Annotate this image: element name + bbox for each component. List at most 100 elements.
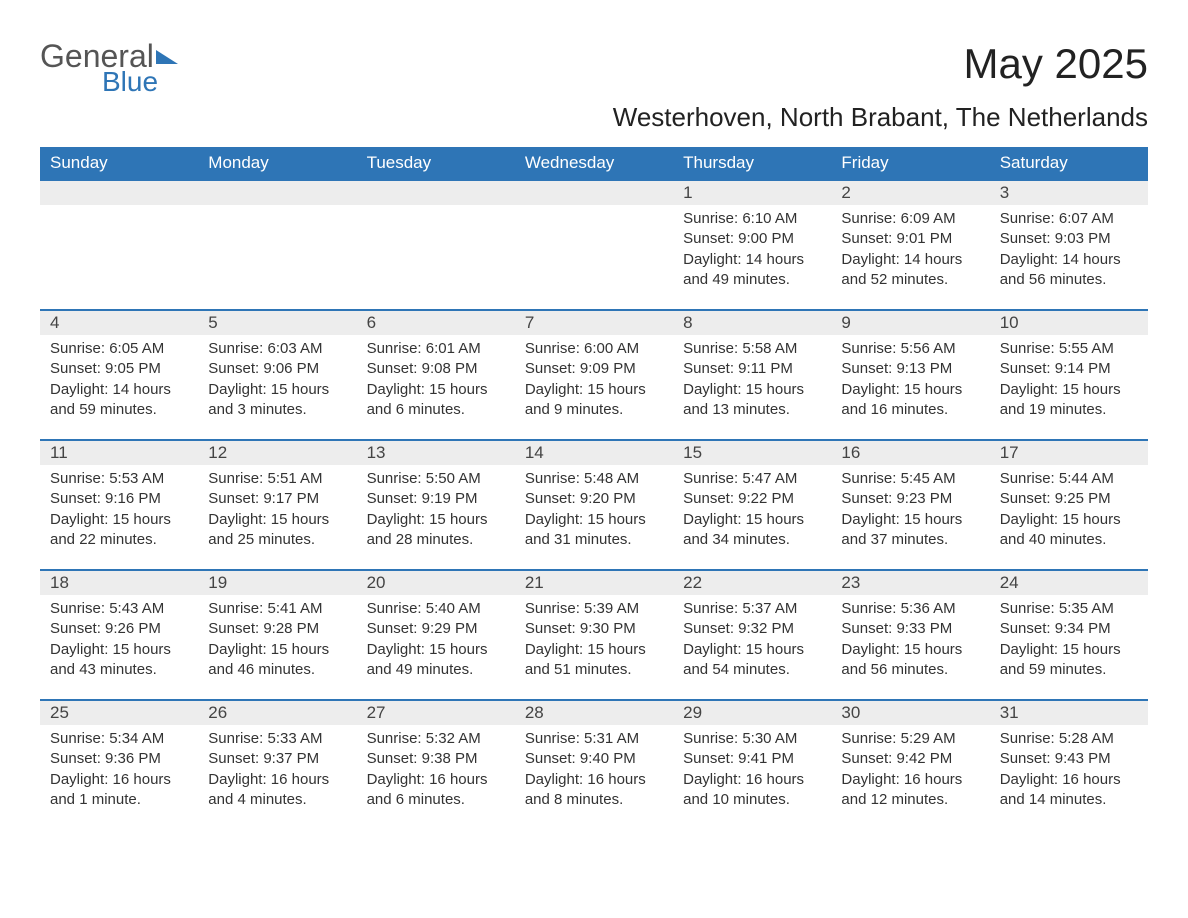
daylight-line: Daylight: 15 hours and 25 minutes. [208,510,346,551]
daylight-line: Daylight: 15 hours and 28 minutes. [367,510,505,551]
day-number: 3 [990,181,1148,205]
sunrise-line: Sunrise: 5:29 AM [841,729,979,749]
sunset-line: Sunset: 9:11 PM [683,359,821,379]
sunset-line: Sunset: 9:26 PM [50,619,188,639]
calendar-cell: 25Sunrise: 5:34 AMSunset: 9:36 PMDayligh… [40,700,198,830]
calendar-cell: 1Sunrise: 6:10 AMSunset: 9:00 PMDaylight… [673,180,831,310]
sunset-line: Sunset: 9:33 PM [841,619,979,639]
day-content: Sunrise: 5:34 AMSunset: 9:36 PMDaylight:… [40,725,198,820]
calendar-cell: 7Sunrise: 6:00 AMSunset: 9:09 PMDaylight… [515,310,673,440]
calendar-cell: 26Sunrise: 5:33 AMSunset: 9:37 PMDayligh… [198,700,356,830]
day-content: Sunrise: 5:35 AMSunset: 9:34 PMDaylight:… [990,595,1148,690]
daylight-line: Daylight: 15 hours and 51 minutes. [525,640,663,681]
daylight-line: Daylight: 16 hours and 10 minutes. [683,770,821,811]
sunset-line: Sunset: 9:28 PM [208,619,346,639]
day-number: 24 [990,571,1148,595]
calendar-cell: 16Sunrise: 5:45 AMSunset: 9:23 PMDayligh… [831,440,989,570]
calendar-cell: 4Sunrise: 6:05 AMSunset: 9:05 PMDaylight… [40,310,198,440]
sunset-line: Sunset: 9:43 PM [1000,749,1138,769]
daylight-line: Daylight: 15 hours and 6 minutes. [367,380,505,421]
day-content: Sunrise: 6:07 AMSunset: 9:03 PMDaylight:… [990,205,1148,300]
sunrise-line: Sunrise: 5:28 AM [1000,729,1138,749]
sunrise-line: Sunrise: 5:37 AM [683,599,821,619]
day-number: 16 [831,441,989,465]
sunset-line: Sunset: 9:30 PM [525,619,663,639]
daylight-line: Daylight: 15 hours and 59 minutes. [1000,640,1138,681]
sunrise-line: Sunrise: 5:43 AM [50,599,188,619]
daylight-line: Daylight: 15 hours and 56 minutes. [841,640,979,681]
day-number: 7 [515,311,673,335]
weekday-header-row: SundayMondayTuesdayWednesdayThursdayFrid… [40,147,1148,180]
daylight-line: Daylight: 16 hours and 14 minutes. [1000,770,1138,811]
sunrise-line: Sunrise: 5:30 AM [683,729,821,749]
calendar-cell: 28Sunrise: 5:31 AMSunset: 9:40 PMDayligh… [515,700,673,830]
day-number: 26 [198,701,356,725]
calendar-cell: 14Sunrise: 5:48 AMSunset: 9:20 PMDayligh… [515,440,673,570]
day-number: 10 [990,311,1148,335]
calendar-cell: 9Sunrise: 5:56 AMSunset: 9:13 PMDaylight… [831,310,989,440]
sunrise-line: Sunrise: 5:55 AM [1000,339,1138,359]
daylight-line: Daylight: 15 hours and 46 minutes. [208,640,346,681]
daylight-line: Daylight: 16 hours and 12 minutes. [841,770,979,811]
sunset-line: Sunset: 9:34 PM [1000,619,1138,639]
day-content: Sunrise: 5:50 AMSunset: 9:19 PMDaylight:… [357,465,515,560]
sunrise-line: Sunrise: 5:40 AM [367,599,505,619]
logo-triangle-icon [156,50,178,64]
daylight-line: Daylight: 16 hours and 4 minutes. [208,770,346,811]
weekday-header: Friday [831,147,989,180]
sunrise-line: Sunrise: 5:48 AM [525,469,663,489]
sunset-line: Sunset: 9:08 PM [367,359,505,379]
day-number: 18 [40,571,198,595]
daylight-line: Daylight: 15 hours and 19 minutes. [1000,380,1138,421]
calendar-cell: 27Sunrise: 5:32 AMSunset: 9:38 PMDayligh… [357,700,515,830]
daylight-line: Daylight: 15 hours and 13 minutes. [683,380,821,421]
sunset-line: Sunset: 9:23 PM [841,489,979,509]
day-content: Sunrise: 5:58 AMSunset: 9:11 PMDaylight:… [673,335,831,430]
sunrise-line: Sunrise: 6:09 AM [841,209,979,229]
sunset-line: Sunset: 9:14 PM [1000,359,1138,379]
day-number: 13 [357,441,515,465]
day-content: Sunrise: 5:30 AMSunset: 9:41 PMDaylight:… [673,725,831,820]
daylight-line: Daylight: 14 hours and 49 minutes. [683,250,821,291]
day-number: 5 [198,311,356,335]
sunset-line: Sunset: 9:22 PM [683,489,821,509]
day-content: Sunrise: 5:33 AMSunset: 9:37 PMDaylight:… [198,725,356,820]
day-content: Sunrise: 6:05 AMSunset: 9:05 PMDaylight:… [40,335,198,430]
sunset-line: Sunset: 9:01 PM [841,229,979,249]
sunset-line: Sunset: 9:42 PM [841,749,979,769]
day-number: 28 [515,701,673,725]
daylight-line: Daylight: 15 hours and 9 minutes. [525,380,663,421]
day-content: Sunrise: 6:10 AMSunset: 9:00 PMDaylight:… [673,205,831,300]
empty-day-body [357,205,515,239]
daylight-line: Daylight: 14 hours and 52 minutes. [841,250,979,291]
calendar-cell: 5Sunrise: 6:03 AMSunset: 9:06 PMDaylight… [198,310,356,440]
day-number: 9 [831,311,989,335]
sunset-line: Sunset: 9:00 PM [683,229,821,249]
daylight-line: Daylight: 15 hours and 37 minutes. [841,510,979,551]
daylight-line: Daylight: 14 hours and 56 minutes. [1000,250,1138,291]
sunset-line: Sunset: 9:29 PM [367,619,505,639]
weekday-header: Wednesday [515,147,673,180]
day-number: 6 [357,311,515,335]
day-content: Sunrise: 5:29 AMSunset: 9:42 PMDaylight:… [831,725,989,820]
sunset-line: Sunset: 9:38 PM [367,749,505,769]
calendar-cell: 23Sunrise: 5:36 AMSunset: 9:33 PMDayligh… [831,570,989,700]
calendar-cell: 24Sunrise: 5:35 AMSunset: 9:34 PMDayligh… [990,570,1148,700]
calendar-cell: 18Sunrise: 5:43 AMSunset: 9:26 PMDayligh… [40,570,198,700]
sunset-line: Sunset: 9:40 PM [525,749,663,769]
daylight-line: Daylight: 15 hours and 49 minutes. [367,640,505,681]
logo: General Blue [40,40,178,96]
day-content: Sunrise: 5:51 AMSunset: 9:17 PMDaylight:… [198,465,356,560]
day-content: Sunrise: 5:31 AMSunset: 9:40 PMDaylight:… [515,725,673,820]
day-content: Sunrise: 6:09 AMSunset: 9:01 PMDaylight:… [831,205,989,300]
day-number: 27 [357,701,515,725]
day-content: Sunrise: 5:53 AMSunset: 9:16 PMDaylight:… [40,465,198,560]
calendar-cell: 8Sunrise: 5:58 AMSunset: 9:11 PMDaylight… [673,310,831,440]
sunrise-line: Sunrise: 6:10 AM [683,209,821,229]
day-number: 31 [990,701,1148,725]
sunset-line: Sunset: 9:09 PM [525,359,663,379]
daylight-line: Daylight: 15 hours and 3 minutes. [208,380,346,421]
sunset-line: Sunset: 9:03 PM [1000,229,1138,249]
day-number: 22 [673,571,831,595]
sunrise-line: Sunrise: 5:39 AM [525,599,663,619]
